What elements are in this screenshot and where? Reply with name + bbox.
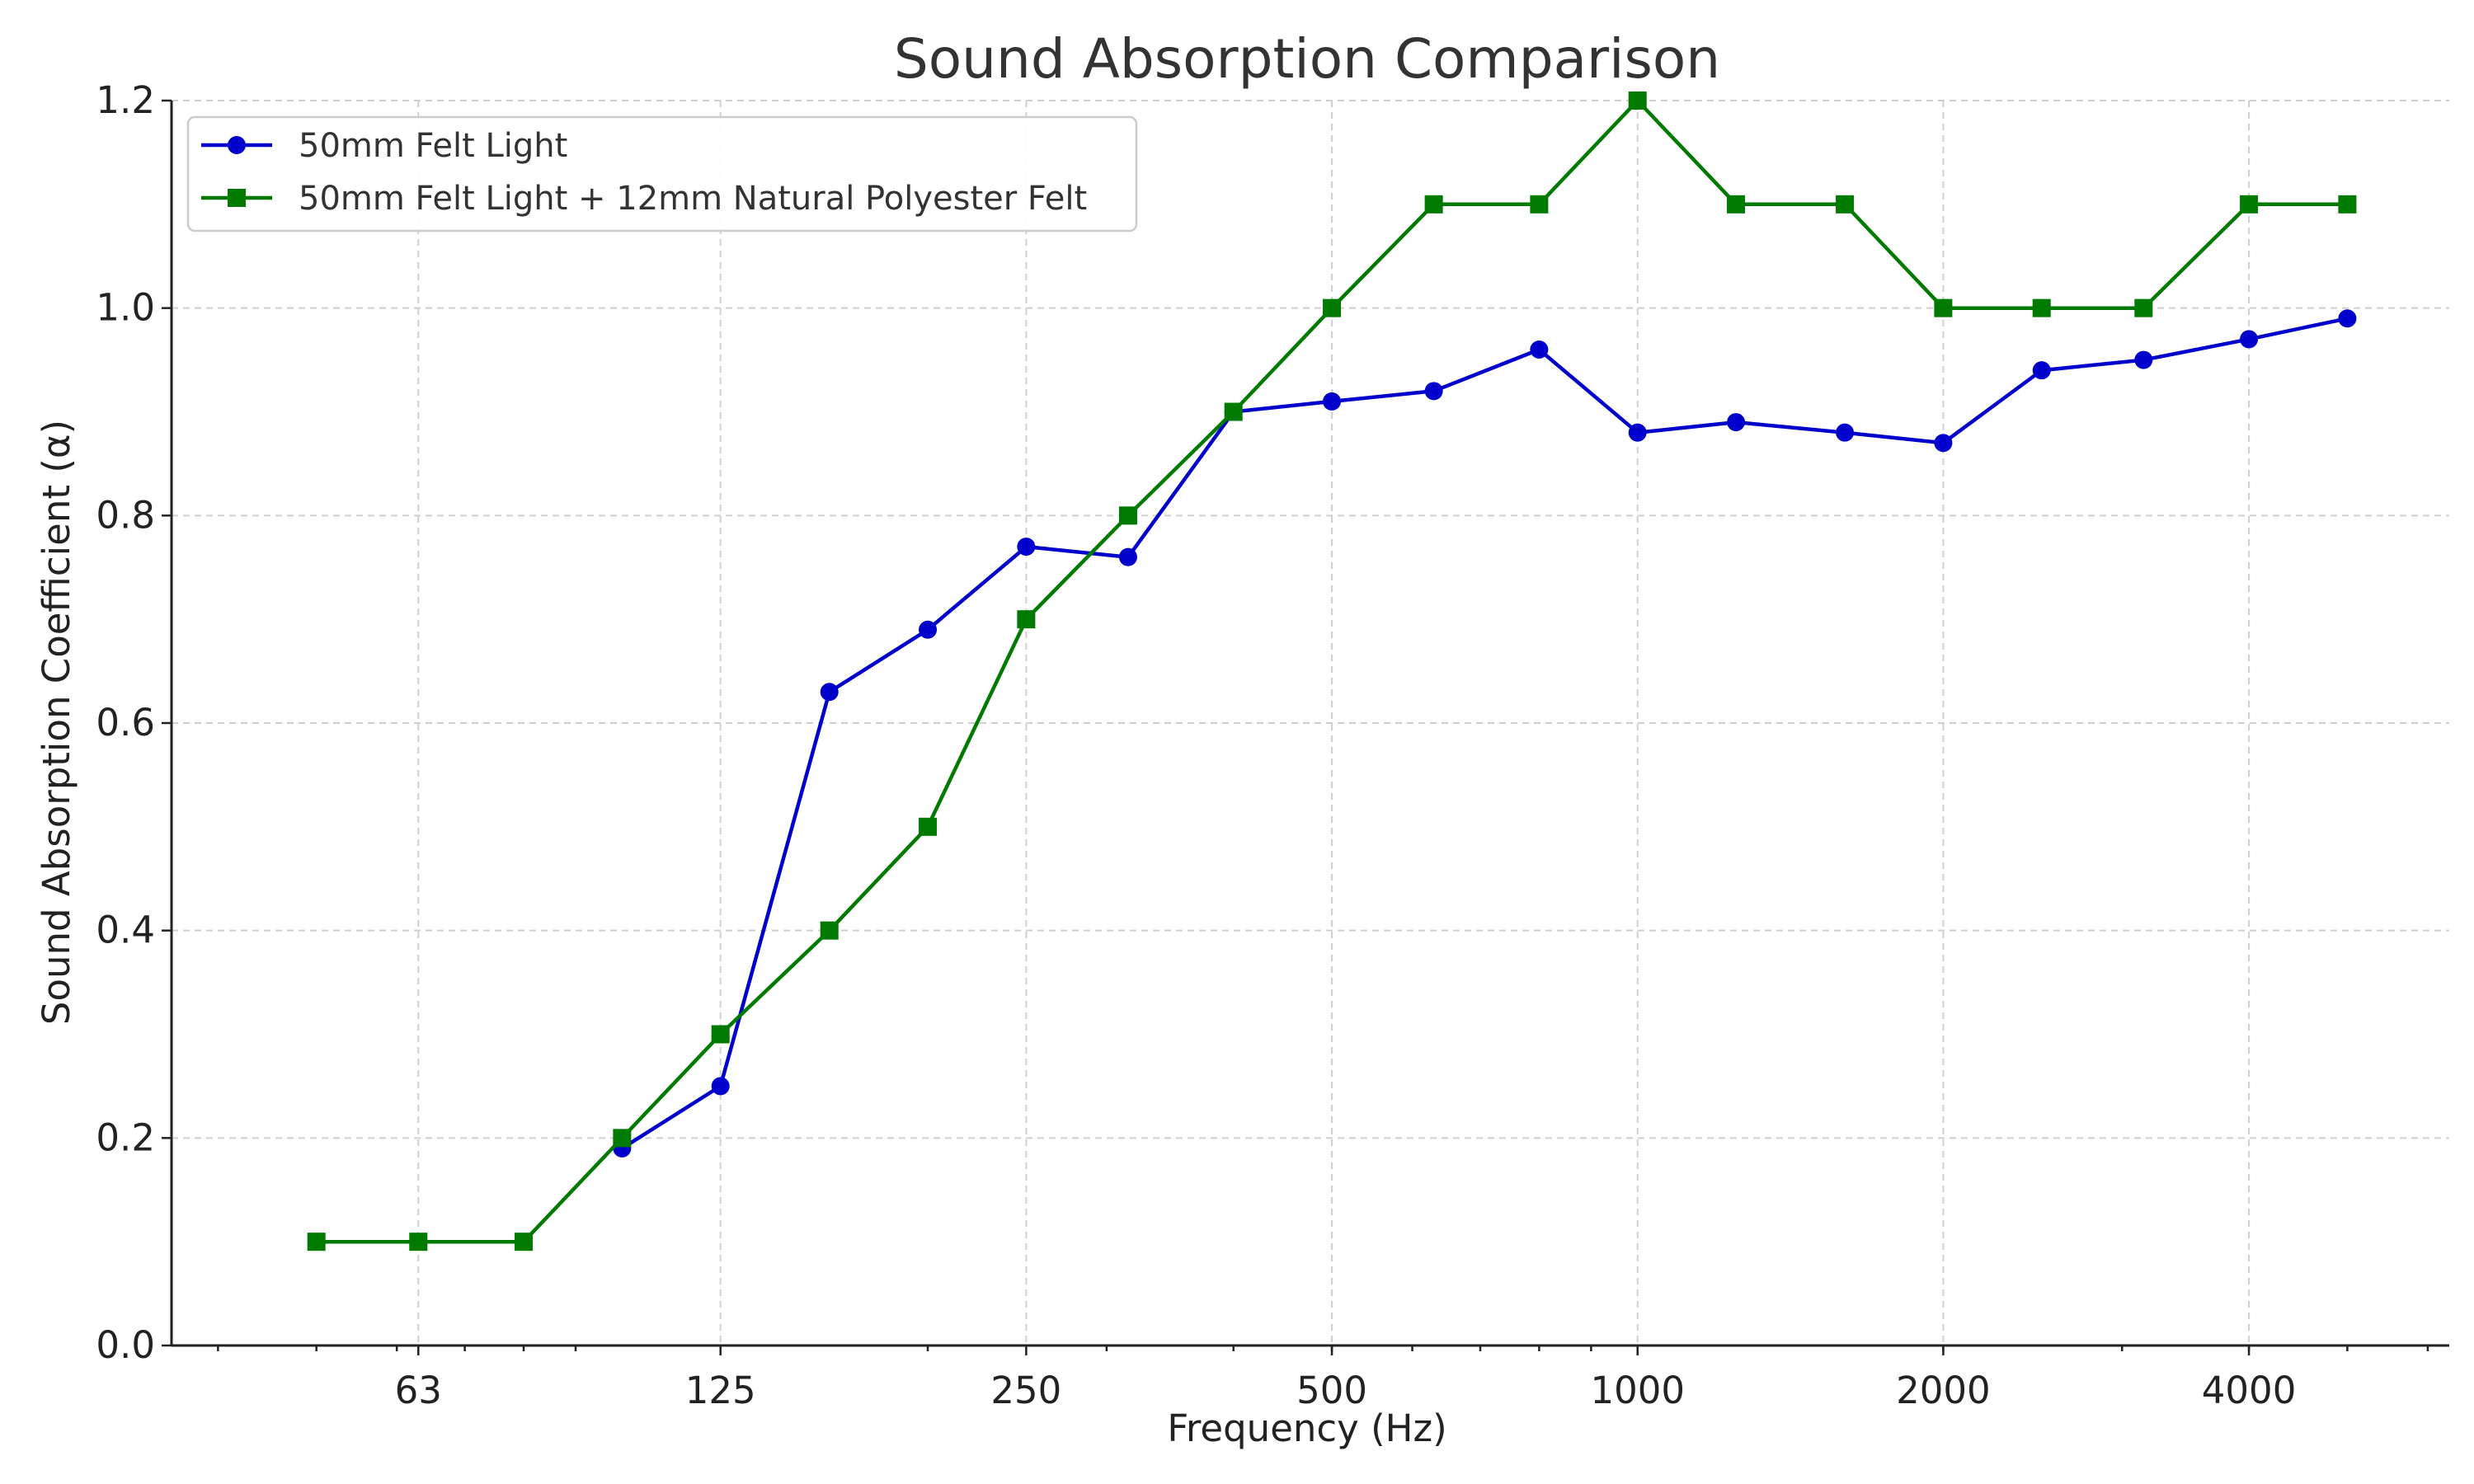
data-point <box>2338 195 2357 214</box>
axes <box>162 99 2449 1355</box>
data-point <box>820 683 839 702</box>
data-point <box>1836 423 1855 442</box>
data-point <box>919 817 938 836</box>
tick-labels: 0.0 0.2 0.4 0.6 0.8 1.0 1.2 63 125 250 500 1000 2000… <box>96 78 2296 1412</box>
data-point <box>1323 392 1342 411</box>
data-point <box>1934 434 1953 453</box>
legend: 50mm Felt Light 50mm Felt Light + 12mm N… <box>186 115 1138 232</box>
x-tick-label: 125 <box>685 1369 756 1412</box>
y-tick-label: 0.8 <box>96 493 155 537</box>
data-point <box>1628 92 1647 110</box>
data-point <box>613 1129 632 1148</box>
x-tick-label: 1000 <box>1590 1369 1685 1412</box>
data-point <box>2032 361 2051 380</box>
data-point <box>1424 382 1443 401</box>
data-point <box>2032 298 2051 317</box>
x-tick-label: 4000 <box>2202 1369 2297 1412</box>
data-point <box>1727 413 1746 432</box>
x-tick-label: 2000 <box>1896 1369 1991 1412</box>
y-tick-label: 1.2 <box>96 78 155 122</box>
data-point <box>2338 309 2357 328</box>
x-tick-label: 63 <box>395 1369 442 1412</box>
y-tick-label: 0.0 <box>96 1323 155 1367</box>
data-point <box>1224 402 1243 421</box>
data-point <box>711 1025 730 1044</box>
y-tick-label: 0.2 <box>96 1115 155 1159</box>
data-point <box>919 620 938 639</box>
series-line-0 <box>621 317 2348 1150</box>
data-point <box>2134 350 2153 369</box>
x-tick-label: 500 <box>1296 1369 1367 1412</box>
legend-marker-felt-polyester <box>228 189 246 207</box>
data-point <box>2240 195 2259 214</box>
data-point <box>820 921 839 940</box>
data-point <box>2240 330 2259 349</box>
legend-marker-felt-light <box>228 136 246 154</box>
data-point <box>1118 547 1137 566</box>
data-point <box>1530 340 1549 359</box>
data-point <box>2134 298 2153 317</box>
legend-label-felt-polyester: 50mm Felt Light + 12mm Natural Polyester… <box>299 180 1087 218</box>
y-axis-label: Sound Absorption Coefficient (α) <box>35 420 78 1025</box>
y-tick-label: 1.0 <box>96 286 155 330</box>
data-point <box>1727 195 1746 214</box>
data-series <box>307 92 2357 1252</box>
data-point <box>1118 506 1137 525</box>
data-point <box>1934 298 1953 317</box>
legend-box <box>186 115 1138 232</box>
x-tick-label: 250 <box>990 1369 1061 1412</box>
legend-label-felt-light: 50mm Felt Light <box>299 127 567 165</box>
x-axis-label: Frequency (Hz) <box>1167 1407 1446 1450</box>
data-point <box>1530 195 1549 214</box>
data-point <box>1836 195 1855 214</box>
data-point <box>515 1233 534 1252</box>
y-tick-label: 0.4 <box>96 909 155 952</box>
data-point <box>1323 298 1342 317</box>
data-point <box>307 1233 326 1252</box>
data-point <box>1017 610 1036 629</box>
data-point <box>1424 195 1443 214</box>
data-point <box>711 1077 730 1096</box>
chart-title: Sound Absorption Comparison <box>894 27 1720 91</box>
data-point <box>1017 538 1036 556</box>
data-point <box>409 1233 428 1252</box>
data-point <box>1628 423 1647 442</box>
y-tick-label: 0.6 <box>96 701 155 744</box>
